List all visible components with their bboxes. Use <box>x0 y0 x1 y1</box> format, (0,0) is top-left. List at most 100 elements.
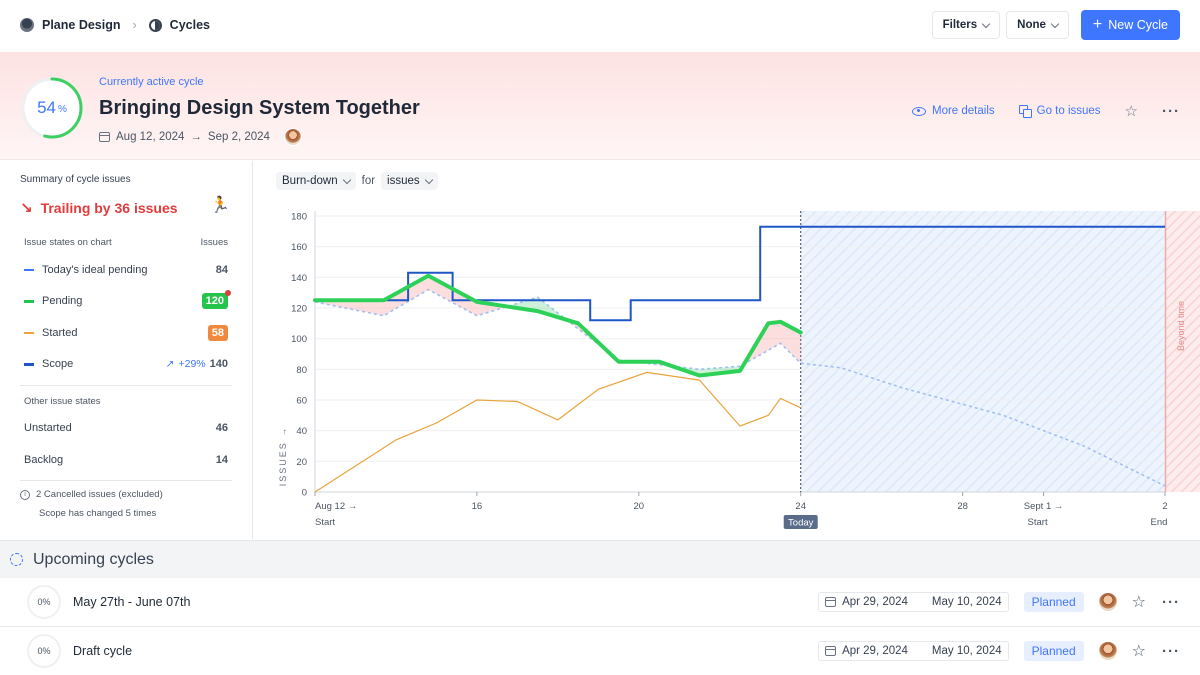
x-tick-sublabel: Start <box>315 517 335 528</box>
today-marker-badge <box>783 515 818 529</box>
started-series-line <box>314 371 801 493</box>
y-tick-label: 0 <box>302 488 307 499</box>
trending-up-icon: ↗ <box>165 358 175 370</box>
chevron-right-icon: › <box>132 18 137 32</box>
started-swatch-icon <box>24 332 34 334</box>
display-dropdown[interactable]: None <box>1006 11 1069 39</box>
beyond-time-region <box>1165 211 1200 492</box>
gap-area <box>772 322 777 348</box>
upcoming-cycles-header[interactable]: Upcoming cycles <box>0 540 1200 578</box>
gap-area <box>792 328 797 360</box>
scope-series-line <box>315 225 1165 322</box>
state-count: 120 <box>205 295 224 307</box>
state-count: 14 <box>215 454 228 466</box>
y-tick-label: 80 <box>296 365 307 376</box>
gap-area <box>480 302 485 315</box>
new-cycle-button[interactable]: + New Cycle <box>1080 10 1180 40</box>
cycle-start: Apr 29, 2024 <box>842 645 908 657</box>
pending-count-badge: 120 <box>201 290 231 309</box>
top-bar: Plane Design › Cycles Filters None + New… <box>0 0 1200 50</box>
x-tick-label: 28 <box>957 501 968 512</box>
more-options-icon[interactable]: ··· <box>1162 593 1180 611</box>
more-options-icon[interactable]: ··· <box>1162 102 1180 120</box>
gap-area <box>408 284 413 302</box>
pending-swatch-icon <box>24 299 34 303</box>
gap-area <box>780 321 785 348</box>
info-icon: i <box>20 489 30 500</box>
cycle-name[interactable]: May 27th - June 07th <box>73 595 191 609</box>
trailing-indicator: ↘ Trailing by 36 issues <box>20 199 178 217</box>
new-cycle-label: New Cycle <box>1108 18 1168 32</box>
scope-note: Scope has changed 5 times <box>39 508 157 519</box>
go-to-issues-link[interactable]: Go to issues <box>1018 105 1101 118</box>
cycle-name[interactable]: Draft cycle <box>73 644 133 658</box>
more-options-icon[interactable]: ··· <box>1162 642 1180 660</box>
y-tick-label: 180 <box>291 212 307 223</box>
state-label: Today's ideal pending <box>42 264 148 276</box>
star-icon[interactable]: ☆ <box>1124 103 1138 120</box>
gap-area <box>529 298 534 311</box>
cycle-start-date: Aug 12, 2024 <box>116 131 185 143</box>
summary-title: Summary of cycle issues <box>20 174 131 185</box>
chart-controls: Burn-down for issues <box>276 172 438 190</box>
cycle-icon <box>148 18 162 32</box>
state-label: Scope <box>42 358 74 370</box>
gap-area <box>768 322 773 351</box>
breadcrumb-workspace[interactable]: Plane Design <box>42 18 121 32</box>
cycle-progress-ring: 54 % <box>20 76 84 140</box>
go-to-issues-label: Go to issues <box>1036 105 1101 117</box>
cycle-progress: 0% <box>37 646 51 656</box>
burndown-chart-area: Burn-down for issues Beyond time 0 20 40 60 8… <box>254 161 1200 539</box>
gap-area <box>420 278 425 295</box>
y-tick-label: 40 <box>296 426 307 437</box>
gap-area <box>485 303 490 314</box>
gap-area <box>472 299 477 316</box>
breadcrumb: Plane Design › Cycles <box>20 18 210 32</box>
breadcrumb-page[interactable]: Cycles <box>169 18 210 32</box>
cancelled-note: i 2 Cancelled issues (excluded) <box>20 489 163 500</box>
avatar[interactable] <box>1097 641 1118 661</box>
y-tick-label: 140 <box>291 273 307 284</box>
filters-dropdown[interactable]: Filters <box>931 11 1001 39</box>
more-details-link[interactable]: More details <box>911 105 995 117</box>
chart-unit-dropdown[interactable]: issues <box>381 172 438 190</box>
state-row-started: Started 58 <box>24 323 228 343</box>
trending-down-icon: ↘ <box>20 200 33 217</box>
star-icon[interactable]: ☆ <box>1131 643 1146 660</box>
gap-area <box>371 300 376 315</box>
cycle-end: May 10, 2024 <box>931 645 1002 657</box>
active-cycle-label: Currently active cycle <box>99 76 204 88</box>
cycle-progress-ring: 0% <box>27 585 61 619</box>
gap-area <box>476 301 481 316</box>
chart-type-label: Burn-down <box>282 175 338 187</box>
state-count: 140 <box>209 358 228 370</box>
x-tick-label: 24 <box>795 501 806 512</box>
state-count: 46 <box>215 422 228 434</box>
gap-area <box>375 300 380 315</box>
cycle-date-range[interactable]: Apr 29, 2024 May 10, 2024 <box>818 592 1009 612</box>
cycle-row[interactable]: 0% Draft cycle Apr 29, 2024 May 10, 2024… <box>0 627 1200 675</box>
beyond-time-label: Beyond time <box>1176 301 1186 351</box>
cycle-title[interactable]: Bringing Design System Together <box>99 97 420 119</box>
y-tick-label: 20 <box>296 457 307 468</box>
cycle-row[interactable]: 0% May 27th - June 07th Apr 29, 2024 May… <box>0 578 1200 627</box>
cycle-actions: More details Go to issues ☆ ··· <box>911 102 1180 120</box>
avatar[interactable] <box>1097 592 1118 612</box>
x-tick-sublabel: End <box>1151 517 1168 528</box>
other-states-header: Other issue states <box>24 396 101 407</box>
gap-area <box>383 298 388 316</box>
cycle-date-range[interactable]: Apr 29, 2024 May 10, 2024 <box>818 641 1009 661</box>
star-icon[interactable]: ☆ <box>1131 594 1146 611</box>
state-row-unstarted: Unstarted 46 <box>24 418 228 438</box>
chart-type-dropdown[interactable]: Burn-down <box>276 172 356 190</box>
progress-ring-graphic <box>21 77 83 139</box>
gap-area <box>343 300 348 309</box>
runner-icon: 🏃 <box>210 197 230 214</box>
gap-area <box>456 291 461 307</box>
gap-area <box>412 282 417 300</box>
y-tick-label: 160 <box>291 242 307 253</box>
state-count: 58 <box>211 327 224 339</box>
avatar[interactable] <box>283 128 302 146</box>
gap-area <box>367 300 372 314</box>
today-marker-label: Today <box>788 518 814 529</box>
